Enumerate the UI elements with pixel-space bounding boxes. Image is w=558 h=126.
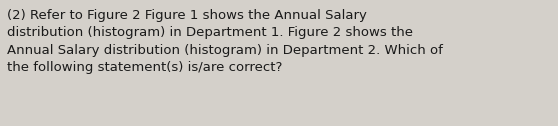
Text: (2) Refer to Figure 2 Figure 1 shows the Annual Salary
distribution (histogram) : (2) Refer to Figure 2 Figure 1 shows the…	[7, 9, 442, 74]
